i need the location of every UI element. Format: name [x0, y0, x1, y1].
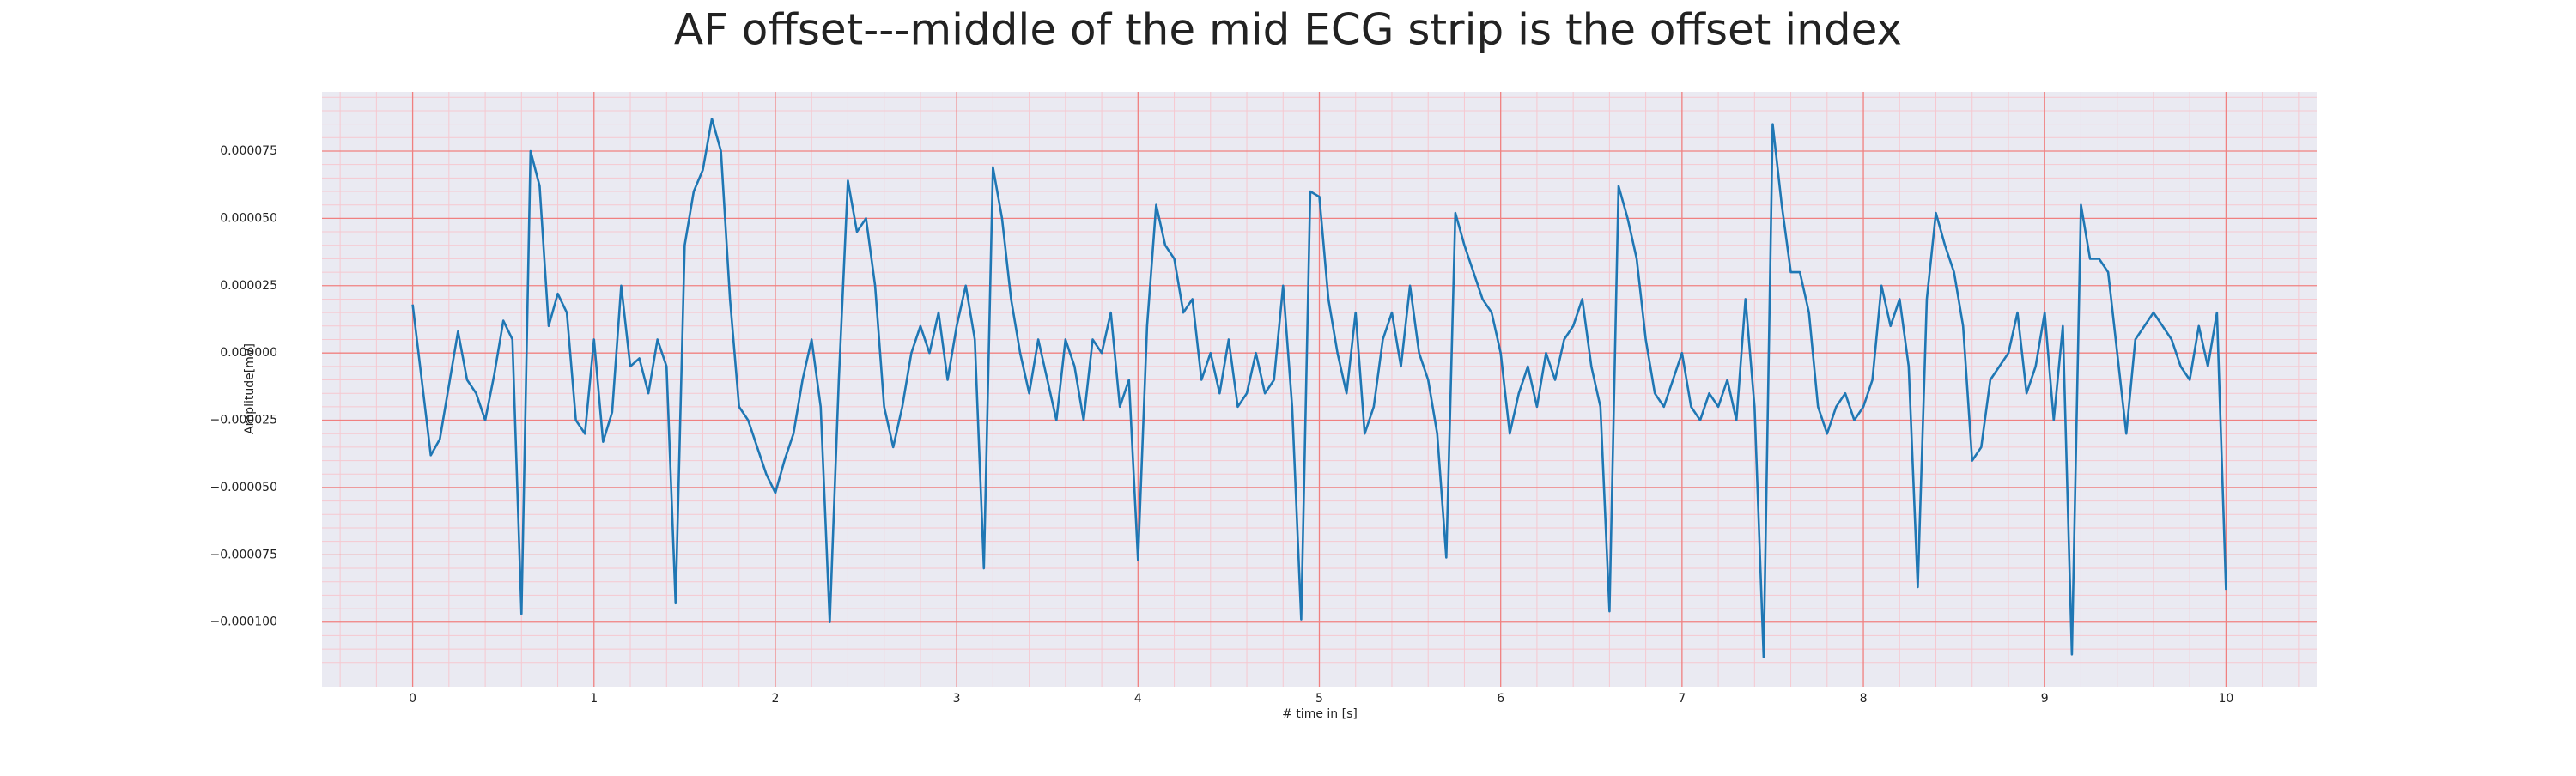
data-layer	[411, 118, 2227, 658]
y-tick-label: −0.000100	[210, 615, 277, 629]
y-tick-label: 0.000050	[220, 211, 277, 225]
x-tick-label: 6	[1497, 692, 1504, 706]
y-tick-label: 0.000025	[220, 279, 277, 293]
x-tick-label: 5	[1315, 692, 1323, 706]
y-axis-label: Amplitude[mV]	[243, 343, 257, 434]
y-tick-label: 0.000000	[220, 346, 277, 360]
y-tick-label: −0.000075	[210, 548, 277, 561]
y-tick-label: 0.000075	[220, 144, 277, 158]
x-tick-label: 8	[1860, 692, 1868, 706]
y-tick-label: −0.000025	[210, 414, 277, 427]
x-tick-label: 1	[590, 692, 598, 706]
tick-labels: 0 1 2 3 4 5 6 7 8 9 10 −0.000100 −0.000075 −0.000050 −…	[210, 144, 2233, 706]
ecg-line	[411, 118, 2227, 658]
x-tick-label: 9	[2041, 692, 2049, 706]
x-axis-label: # time in [s]	[1282, 707, 1358, 721]
chart-title: AF offset---middle of the mid ECG strip …	[674, 5, 1902, 55]
x-tick-label: 4	[1134, 692, 1142, 706]
x-tick-label: 0	[409, 692, 416, 706]
x-tick-label: 2	[771, 692, 779, 706]
x-tick-label: 10	[2218, 692, 2233, 706]
x-tick-label: 3	[953, 692, 961, 706]
x-tick-label: 7	[1678, 692, 1686, 706]
y-tick-label: −0.000050	[210, 481, 277, 494]
